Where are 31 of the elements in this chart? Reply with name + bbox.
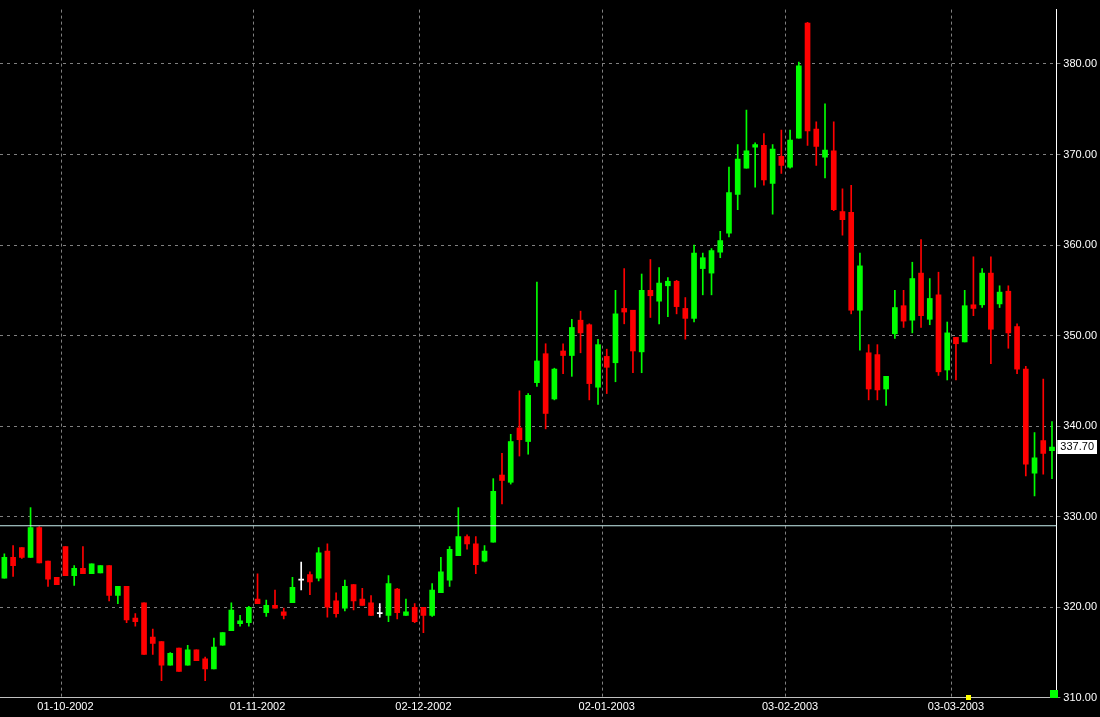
candlestick <box>665 277 671 317</box>
candlestick <box>376 603 383 618</box>
candlestick <box>499 452 505 505</box>
x-tick-label: 03-03-2003 <box>927 700 985 713</box>
y-tick-label: 370.00 <box>1063 147 1098 160</box>
x-tick-label: 02-01-2003 <box>578 700 635 713</box>
y-tick-label: 380.00 <box>1063 56 1098 69</box>
y-tick-label: 310.00 <box>1063 690 1098 703</box>
y-tick-label: 340.00 <box>1063 419 1098 432</box>
candlestick <box>953 337 959 381</box>
y-tick-label: 320.00 <box>1063 600 1098 613</box>
x-tick-label: 03-02-2003 <box>761 700 819 713</box>
candlestick <box>272 589 278 609</box>
candlestick <box>621 268 628 325</box>
candlestick <box>822 103 828 179</box>
y-tick-label: 360.00 <box>1063 238 1098 251</box>
y-tick-label: 330.00 <box>1063 509 1098 522</box>
candlestick <box>682 297 689 340</box>
annotation: 337.70 <box>1060 440 1095 452</box>
candlestick <box>1040 378 1047 475</box>
y-tick-label: 350.00 <box>1063 328 1098 341</box>
candlestick <box>534 281 540 387</box>
candlestick <box>560 343 566 374</box>
candlestick <box>80 546 86 575</box>
x-tick-label: 02-12-2002 <box>395 700 452 713</box>
candlestick <box>132 613 139 627</box>
x-tick-label: 01-11-2002 <box>229 700 286 713</box>
candlestick <box>1049 421 1055 479</box>
x-tick-label: 01-10-2002 <box>37 700 94 713</box>
candlestick <box>237 615 243 627</box>
candlestick <box>752 142 758 188</box>
